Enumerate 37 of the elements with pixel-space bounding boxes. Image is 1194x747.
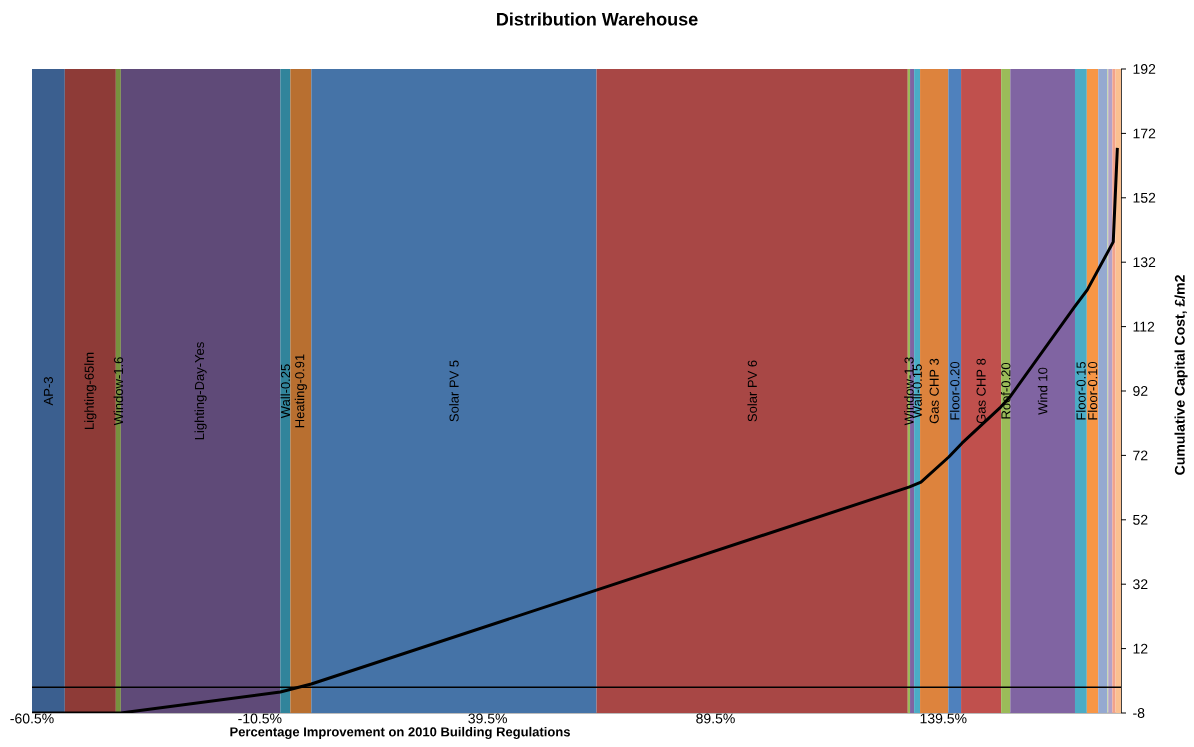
band-label: Floor-0.10	[1087, 361, 1098, 420]
y-tick-label: 32	[1133, 579, 1148, 590]
x-tick-label: 89.5%	[696, 713, 735, 724]
band-label: Floor-0.20	[949, 361, 960, 420]
x-tick-label: -60.5%	[10, 713, 54, 724]
x-tick-label: -10.5%	[238, 713, 282, 724]
y-tick-label: 112	[1133, 321, 1155, 332]
band-label: Solar PV 5	[449, 360, 459, 422]
band-label: Lighting-65lm	[84, 352, 97, 429]
y-tick-label: 12	[1133, 643, 1148, 654]
y-tick-label: 72	[1133, 450, 1148, 461]
band-label: Window-1.6	[113, 357, 124, 426]
y-tick-label: 92	[1133, 386, 1148, 396]
band-label: Floor-0.15	[1076, 361, 1086, 420]
y-tick-label: -8	[1133, 708, 1145, 718]
chart-title: Distribution Warehouse	[497, 12, 698, 26]
y-tick-label: 52	[1133, 514, 1148, 525]
y-tick-label: 192	[1133, 64, 1156, 74]
y-tick-label: 152	[1133, 192, 1156, 203]
band-label: Wind 10	[1037, 367, 1048, 415]
band-label: Lighting-Day-Yes	[194, 342, 207, 440]
band-label: Roof-0.20	[1000, 362, 1011, 419]
x-tick-label: 39.5%	[468, 713, 507, 724]
x-tick-label: 139.5%	[920, 713, 967, 724]
band-label: AP-3	[43, 377, 53, 406]
band-label: Heating-0.91	[294, 354, 307, 428]
band-label: Gas CHP 8	[976, 358, 986, 424]
band-label: Gas CHP 3	[929, 358, 939, 424]
band-label: Wall-0.15	[912, 364, 922, 419]
band-label: Solar PV 6	[747, 360, 757, 422]
y-tick-label: 172	[1133, 128, 1156, 139]
y-axis-title: Cumulative Capital Cost, £/m2	[1174, 275, 1188, 475]
band-label: Window-1.3	[904, 357, 914, 426]
y-tick-label: 132	[1133, 257, 1156, 268]
line-series	[32, 146, 1119, 713]
band-label: Wall-0.25	[280, 364, 291, 419]
x-axis-title: Percentage Improvement on 2010 Building Regulations	[230, 726, 570, 740]
